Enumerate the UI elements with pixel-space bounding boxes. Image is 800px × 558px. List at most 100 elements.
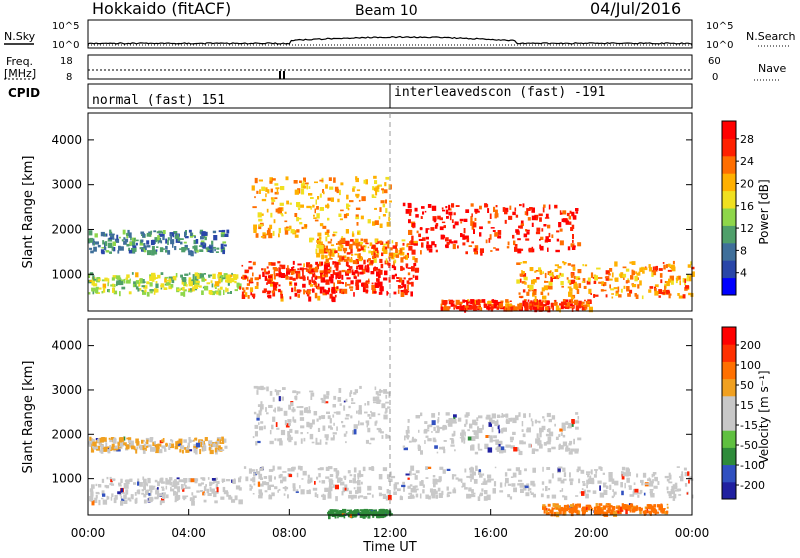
echo-cell — [440, 303, 443, 309]
echo-cell — [464, 431, 466, 437]
power-ylabel: Slant Range [km] — [21, 156, 36, 269]
echo-cell — [562, 301, 567, 305]
echo-cell — [143, 478, 147, 483]
echo-cell — [608, 278, 613, 281]
echo-cell — [300, 432, 303, 435]
echo-cell — [491, 426, 494, 433]
echo-cell — [467, 299, 470, 302]
echo-cell — [518, 412, 521, 417]
echo-cell — [397, 289, 400, 294]
echo-cell — [273, 283, 278, 289]
echo-cell — [691, 271, 695, 277]
echo-cell — [193, 245, 198, 251]
echo-cell — [664, 285, 666, 291]
echo-cell — [363, 496, 368, 500]
echo-cell — [377, 278, 380, 284]
echo-cell — [216, 291, 221, 295]
echo-cell — [99, 437, 104, 443]
echo-cell — [548, 281, 553, 286]
echo-cell — [388, 393, 391, 398]
echo-cell — [218, 272, 222, 276]
echo-cell — [271, 424, 274, 430]
echo-cell — [522, 487, 527, 491]
echo-cell — [376, 511, 380, 516]
echo-cell — [401, 484, 406, 488]
echo-cell — [468, 495, 472, 499]
echo-cell — [310, 206, 312, 210]
echo-cell — [220, 496, 225, 500]
echo-cell — [472, 222, 477, 228]
echo-cell — [448, 421, 453, 427]
echo-cell — [304, 182, 309, 185]
echo-cell — [440, 306, 443, 311]
echo-cell — [559, 240, 564, 246]
echo-cell — [315, 266, 319, 272]
echo-cell — [475, 212, 478, 214]
echo-cell — [334, 484, 339, 490]
echo-cell — [153, 289, 156, 295]
echo-cell — [589, 475, 592, 481]
echo-cell — [571, 264, 576, 267]
echo-cell — [562, 511, 565, 516]
echo-cell — [109, 233, 114, 236]
echo-cell — [288, 422, 291, 426]
echo-cell — [353, 429, 357, 435]
echo-cell — [317, 196, 320, 200]
echo-cell — [274, 476, 276, 480]
echo-cell — [96, 277, 100, 279]
echo-cell — [403, 256, 407, 259]
echo-cell — [430, 227, 435, 231]
echo-cell — [367, 485, 372, 491]
echo-cell — [543, 508, 546, 514]
echo-cell — [275, 422, 278, 427]
echo-cell — [150, 230, 153, 233]
echo-cell — [320, 261, 324, 266]
echo-cell — [94, 241, 99, 245]
echo-cell — [346, 252, 351, 255]
echo-cell — [627, 278, 630, 282]
echo-cell — [313, 411, 318, 416]
echo-cell — [216, 487, 219, 493]
echo-cell — [164, 278, 167, 283]
echo-cell — [439, 217, 443, 221]
colorbar-tick-label: 200 — [740, 339, 761, 352]
echo-cell — [551, 234, 554, 238]
echo-cell — [315, 437, 318, 444]
echo-cell — [408, 440, 412, 443]
echo-cell — [527, 217, 531, 221]
echo-cell — [222, 249, 225, 255]
echo-cell — [133, 247, 137, 252]
echo-cell — [383, 243, 388, 246]
echo-cell — [259, 189, 261, 194]
echo-cell — [578, 478, 581, 484]
echo-cell — [168, 278, 172, 283]
echo-cell — [670, 264, 675, 270]
echo-cell — [109, 234, 115, 240]
echo-cell — [174, 446, 179, 450]
x-tick-label: 00:00 — [71, 526, 106, 540]
echo-cell — [427, 466, 432, 469]
colorbar-swatch — [722, 447, 736, 466]
echo-cell — [343, 513, 346, 519]
echo-cell — [302, 180, 305, 184]
echo-cell — [547, 247, 549, 252]
echo-cell — [434, 244, 437, 248]
echo-cell — [325, 236, 328, 242]
echo-cell — [634, 493, 638, 495]
echo-cell — [297, 263, 302, 266]
echo-cell — [249, 484, 252, 488]
echo-cell — [258, 410, 262, 416]
echo-cell — [333, 468, 338, 472]
echo-cell — [191, 498, 195, 504]
echo-cell — [191, 492, 194, 496]
echo-cell — [270, 281, 275, 287]
echo-cell — [185, 284, 188, 287]
echo-cell — [488, 300, 492, 304]
echo-cell — [247, 276, 249, 282]
echo-cell — [586, 479, 589, 485]
echo-cell — [289, 296, 292, 300]
echo-cell — [322, 289, 327, 293]
echo-cell — [128, 291, 132, 295]
echo-cell — [91, 439, 96, 442]
echo-cell — [439, 466, 444, 470]
